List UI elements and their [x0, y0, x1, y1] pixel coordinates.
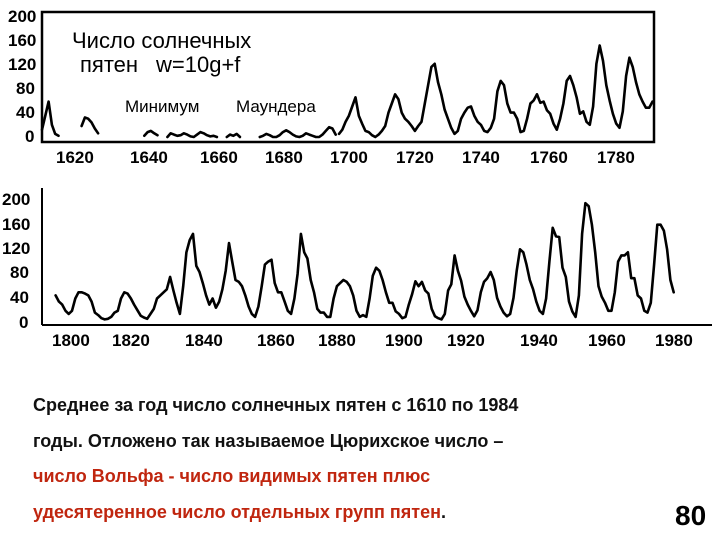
chart-2-x-ticks: 1800 1820 1840 1860 1880 1900 1920 1940 … [52, 331, 693, 350]
chart-2-series-line-1 [54, 201, 676, 321]
y-tick-label: 40 [16, 103, 35, 122]
chart-1-series-line-6 [258, 125, 338, 139]
caption-wolf-number: число Вольфа [33, 466, 164, 486]
x-tick-label: 1940 [520, 331, 558, 350]
y-tick-label: 160 [2, 215, 30, 234]
chart-1-series-line-5 [225, 132, 242, 139]
chart-1-series-line-7 [337, 44, 654, 139]
x-tick-label: 1680 [265, 148, 303, 167]
x-tick-label: 1640 [130, 148, 168, 167]
x-tick-label: 1980 [655, 331, 693, 350]
x-tick-label: 1620 [56, 148, 94, 167]
chart-2-y-ticks: 200 160 120 80 40 0 [2, 190, 30, 332]
x-tick-label: 1740 [462, 148, 500, 167]
chart-1: 200 160 120 80 40 0 1620 1640 1660 1680 … [8, 7, 656, 167]
x-tick-label: 1780 [597, 148, 635, 167]
caption-line-4: удесятеренное число отдельных групп пяте… [33, 495, 673, 531]
x-tick-label: 1660 [200, 148, 238, 167]
annotation-title-line2: пятен [80, 52, 138, 77]
y-tick-label: 80 [16, 79, 35, 98]
y-tick-label: 0 [25, 127, 34, 146]
annotation-maunder-2: Маундера [236, 97, 316, 116]
y-tick-label: 160 [8, 31, 36, 50]
x-tick-label: 1720 [396, 148, 434, 167]
chart-2: 200 160 120 80 40 0 1800 1820 1840 1860 … [2, 188, 712, 350]
y-tick-label: 80 [10, 263, 29, 282]
caption-separator: - [163, 466, 180, 486]
y-tick-label: 200 [8, 7, 36, 26]
chart-1-series-line-4 [166, 130, 219, 139]
chart-1-series-line-2 [80, 116, 100, 135]
chart-1-series-group [40, 44, 654, 139]
x-tick-label: 1960 [588, 331, 626, 350]
caption-definition-part2: удесятеренное число отдельных групп пяте… [33, 501, 441, 522]
caption-period: . [440, 501, 446, 522]
page-number: 80 [675, 500, 707, 531]
chart-1-frame [40, 10, 656, 144]
x-tick-label: 1860 [257, 331, 295, 350]
annotation-title-line1: Число солнечных [72, 28, 251, 53]
caption-line-1: Среднее за год число солнечных пятен с 1… [33, 395, 519, 415]
y-tick-label: 120 [8, 55, 36, 74]
figure-caption: Среднее за год число солнечных пятен с 1… [33, 388, 673, 530]
y-tick-label: 120 [2, 239, 30, 258]
y-tick-label: 40 [10, 288, 29, 307]
x-tick-label: 1820 [112, 331, 150, 350]
x-tick-label: 1760 [530, 148, 568, 167]
x-tick-label: 1700 [330, 148, 368, 167]
x-tick-label: 1840 [185, 331, 223, 350]
chart-2-series-group [54, 201, 676, 321]
x-tick-label: 1880 [318, 331, 356, 350]
caption-definition-part1: число видимых пятен плюс [179, 466, 431, 486]
y-tick-label: 200 [2, 190, 30, 209]
caption-line-2: годы. Отложено так называемое Цюрихское … [33, 430, 504, 451]
chart-1-series-line-1 [40, 100, 60, 138]
chart-1-y-ticks: 200 160 120 80 40 0 [8, 7, 36, 146]
y-tick-label: 0 [19, 313, 28, 332]
x-tick-label: 1800 [52, 331, 90, 350]
chart-1-series-line-3 [143, 129, 159, 138]
annotation-formula: w=10g+f [155, 52, 241, 77]
caption-line-3: число Вольфа - число видимых пятен плюс [33, 459, 673, 495]
x-tick-label: 1920 [447, 331, 485, 350]
annotation-maunder-1: Минимум [125, 97, 199, 116]
x-tick-label: 1900 [385, 331, 423, 350]
chart-1-x-ticks: 1620 1640 1660 1680 1700 1720 1740 1760 … [56, 148, 635, 167]
